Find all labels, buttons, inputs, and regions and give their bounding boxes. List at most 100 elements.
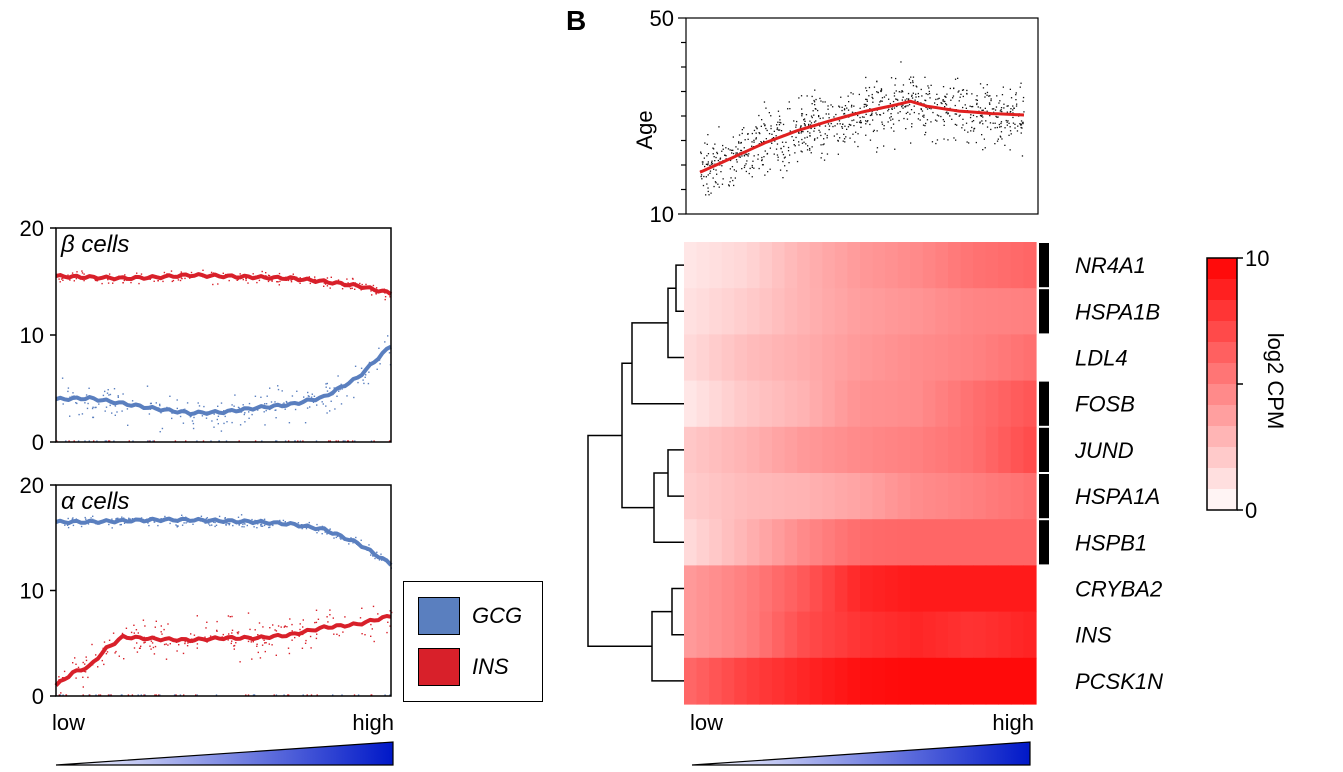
heatmap-cell [897,565,911,613]
scatter-point [123,658,125,660]
scatter-point [269,387,271,389]
age-point [1012,122,1015,124]
heatmap-cell [746,565,761,613]
gene-label-hspb1: HSPB1 [1075,530,1147,555]
age-point [741,168,743,170]
scatter-point [287,279,290,282]
age-point [902,104,904,106]
heatmap-cell [897,473,911,520]
scatter-point [377,613,379,615]
scatter-point [340,403,343,405]
heatmap-cell [784,657,798,705]
heatmap-cell [834,380,849,428]
age-point [985,120,987,122]
age-point [923,114,925,116]
scatter-point [130,631,133,634]
heatmap-cell [973,334,987,382]
heatmap-cell [935,657,949,705]
heatmap-cell [998,519,1012,566]
heatmap-cell [910,334,924,382]
scatter-point [149,278,151,280]
age-point [843,109,846,111]
age-point [845,136,847,138]
age-point [718,126,720,128]
age-point [721,165,723,167]
age-point [709,170,712,172]
scatter-point [276,440,278,442]
scatter-point [239,273,241,275]
age-point [707,174,709,176]
age-point [995,115,997,118]
scatter-point [126,408,129,410]
heatmap-cell [847,473,861,520]
scatter-point [62,694,64,696]
scatter-point [265,272,267,274]
scatter-point [229,522,231,525]
heatmap-cell [834,519,849,566]
heatmap-cell [772,380,786,428]
scatter-point [277,385,279,387]
scatter-point [339,537,341,539]
age-point [847,95,849,97]
scatter-point [220,402,223,404]
age-point [713,148,715,150]
scatter-point [329,609,331,611]
scatter-point [169,643,171,645]
scatter-point [299,628,301,631]
age-point [920,108,922,110]
scatter-point [265,403,268,405]
scatter-point [222,633,224,636]
heatmap-cell [872,611,886,659]
age-point [778,115,781,117]
age-point [809,147,811,150]
age-point [798,132,800,134]
gene-label-cryba2: CRYBA2 [1075,577,1162,602]
heatmap-cell [759,611,773,659]
scatter-point [231,632,233,634]
scatter-point [315,440,318,442]
scatter-point [325,383,327,385]
age-point [919,119,921,121]
age-point [770,125,772,127]
age-point [748,153,750,155]
scatter-point [118,655,120,657]
scatter-point [77,440,80,442]
scatter-point [87,676,89,679]
scatter-point [287,694,289,696]
gene-label-fosb: FOSB [1075,392,1135,417]
heatmap-cell [847,657,861,705]
scatter-point [143,694,145,696]
scatter-point [346,440,349,442]
scatter-point [183,522,185,524]
age-point [763,123,765,125]
scatter-point [133,632,135,634]
heatmap-cell [998,611,1012,659]
age-point [912,76,915,78]
scatter-point [238,407,241,409]
scatter-point [384,341,386,343]
age-point [1004,144,1006,146]
scatter-point [304,422,307,424]
trend-line-gcg [55,344,392,417]
scatter-point [274,409,276,411]
scatter-point [242,523,244,526]
age-point [803,119,805,121]
y-tick-label: 20 [20,216,44,241]
scatter-point [301,647,304,649]
age-point [811,103,813,105]
scatter-point [302,626,304,628]
scatter-point [326,616,328,618]
heatmap-cell [834,657,849,705]
age-point [744,164,746,167]
legend: GCG INS [403,581,543,702]
scatter-point [304,642,307,644]
heatmap-cell [746,426,761,474]
age-point [811,95,813,98]
scatter-point [200,515,203,517]
scatter-point [277,388,280,391]
age-point [788,101,790,103]
age-point [844,105,847,107]
heatmap-cell [759,565,773,613]
scatter-point [152,646,155,649]
scatter-point [63,670,66,673]
